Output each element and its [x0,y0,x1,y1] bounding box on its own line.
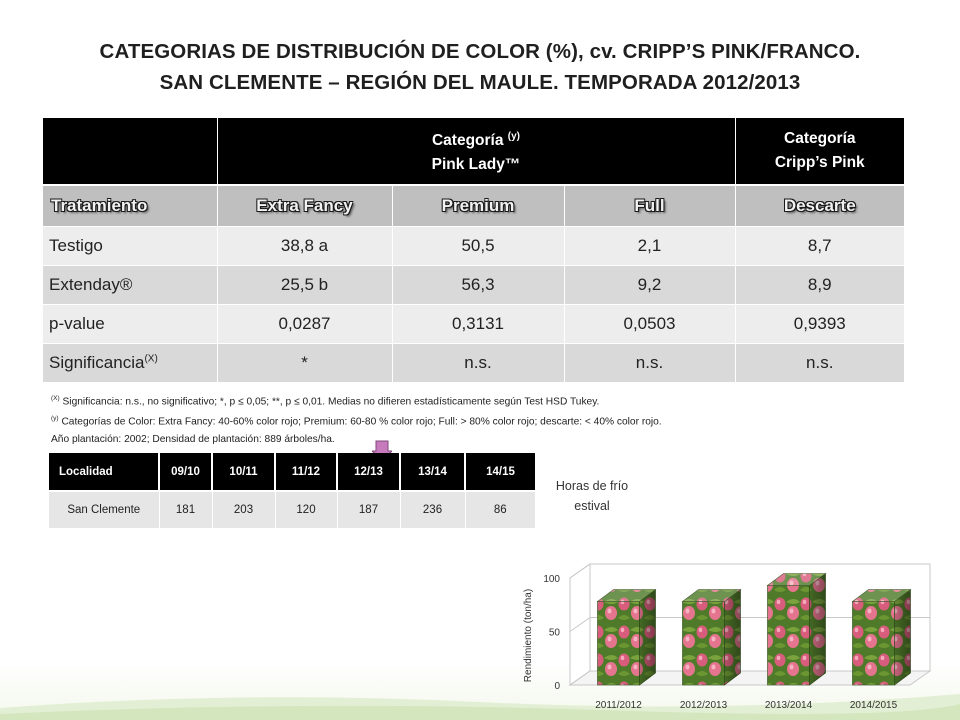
table-cell: 0,3131 [391,304,564,344]
chart-bars [596,572,912,686]
bar [766,572,827,686]
bar [851,588,912,686]
table-cell: 25,5 b [216,265,392,305]
bar-front [597,601,640,686]
bar-front [767,585,810,686]
table-row: Significancia(X) * n.s. n.s. n.s. [43,343,904,382]
row-label: Extenday® [43,265,217,305]
locality-table: Localidad 09/10 10/11 11/12 12/13 13/14 … [49,453,535,528]
column-header: Localidad [49,453,159,491]
column-header: 09/10 [158,453,212,491]
table-row: Testigo 38,8 a 50,5 2,1 8,7 [43,226,904,266]
bar-top-highlight [852,589,911,602]
footnote: (X) Significancia: n.s., no significativ… [51,395,600,408]
table-cell: 38,8 a [216,226,392,266]
bar-top-highlight [597,589,656,602]
table-cell: n.s. [734,343,904,382]
column-header-row: Tratamiento Extra Fancy Premium Full Des… [43,184,904,227]
title-line-1: CATEGORIAS DE DISTRIBUCIÓN DE COLOR (%),… [99,40,861,63]
column-header: 10/11 [211,453,275,491]
table-cell: 2,1 [563,226,735,266]
y-axis-label: Rendimiento (ton/ha) [523,589,534,682]
bar-top [681,589,742,602]
table-cell: n.s. [391,343,564,382]
table-cell: 120 [274,490,337,528]
column-header-premium: Premium [391,184,564,227]
table-cell: 0,9393 [734,304,904,344]
table-cell: 203 [211,490,275,528]
row-label: Significancia(X) [43,343,217,382]
chill-hours-label: Horas de frío estival [555,479,629,513]
footnotes: (X) Significancia: n.s., no significativ… [51,390,662,448]
bar-front [852,601,895,686]
row-label: Testigo [43,226,217,266]
column-header-full: Full [563,184,735,227]
chart-gridline [569,563,930,579]
column-header: 14/15 [464,453,535,491]
bar-side-shade [639,589,656,685]
table-cell: 9,2 [563,265,735,305]
color-category-table: Categoría (y) Pink Lady™ Categoría Cripp… [43,118,904,382]
table-cell: 236 [399,490,465,528]
yield-chart: 0 50 100 Rendimiento (ton/ha) 2011/2012 2012/… [523,563,932,711]
table-cell: 8,7 [734,226,904,266]
x-tick-label: 2011/2012 [595,700,642,711]
bar-side-shade [809,573,826,685]
table-row: p-value 0,0287 0,3131 0,0503 0,9393 [43,304,904,344]
x-tick-label: 2013/2014 [765,700,813,711]
bar-front [682,601,725,686]
y-tick-label: 50 [549,628,561,639]
column-header-descarte: Descarte [734,184,904,227]
table-cell: 187 [336,490,400,528]
table-cell: 0,0503 [563,304,735,344]
empty-header-cell [43,118,217,185]
y-tick-label: 0 [554,681,560,692]
row-label: p-value [43,304,217,344]
x-tick-label: 2012/2013 [680,700,728,711]
group-header-row: Categoría (y) Pink Lady™ Categoría Cripp… [43,118,904,185]
group-header-pink-lady: Categoría (y) Pink Lady™ [216,118,735,185]
locality-header-row: Localidad 09/10 10/11 11/12 12/13 13/14 … [49,453,535,491]
bar-top-highlight [767,573,826,586]
table-cell: 86 [464,490,535,528]
x-tick-label: 2014/2015 [850,700,898,711]
footnote: (y) Categorías de Color: Extra Fancy: 40… [51,415,662,428]
page-title: CATEGORIAS DE DISTRIBUCIÓN DE COLOR (%),… [0,36,960,98]
table-row: San Clemente 181 203 120 187 236 86 [49,490,535,528]
table-cell: 0,0287 [216,304,392,344]
table-cell: 56,3 [391,265,564,305]
bar [596,588,657,686]
column-header: 12/13 [336,453,400,491]
table-row: Extenday® 25,5 b 56,3 9,2 8,9 [43,265,904,305]
group-header-cripps-pink: Categoría Cripp’s Pink [734,118,904,185]
bar-top-highlight [682,589,741,602]
table-cell: * [216,343,392,382]
y-tick-label: 100 [543,574,560,585]
bar-side-shade [724,589,741,685]
column-header: 13/14 [399,453,465,491]
title-line-2: SAN CLEMENTE – REGIÓN DEL MAULE. TEMPORA… [159,71,801,94]
chart-labels: 0 50 100 Rendimiento (ton/ha) 2011/2012 2012/… [523,574,898,711]
table-cell: n.s. [563,343,735,382]
bar-side-shade [894,589,911,685]
table-cell: San Clemente [49,490,159,528]
footnote: Año plantación: 2002; Densidad de planta… [51,433,335,445]
column-header-tratamiento: Tratamiento [43,184,217,227]
column-header: 11/12 [274,453,337,491]
bar-top [596,589,657,602]
bar [681,588,742,686]
table-cell: 181 [158,490,212,528]
table-cell: 8,9 [734,265,904,305]
bar-top [766,573,827,586]
column-header-extra-fancy: Extra Fancy [216,184,392,227]
table-cell: 50,5 [391,226,564,266]
bar-top [851,589,912,602]
